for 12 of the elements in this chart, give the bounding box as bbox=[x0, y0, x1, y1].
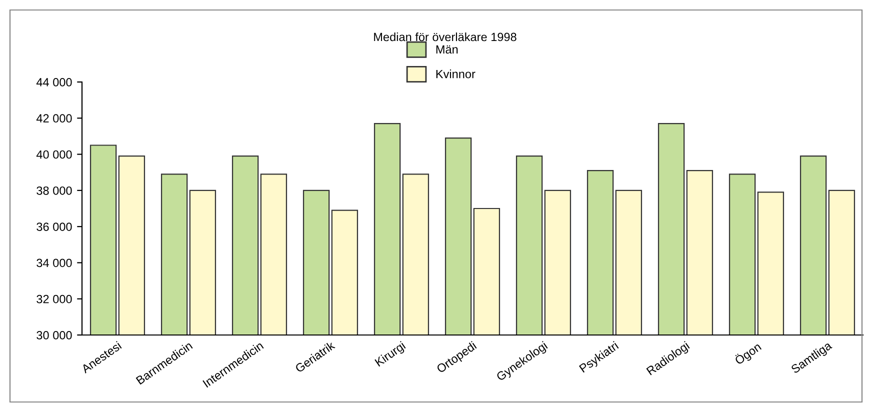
legend-label: Män bbox=[436, 45, 458, 54]
y-tick-label: 44 000 bbox=[36, 78, 72, 86]
y-tick-label: 40 000 bbox=[36, 150, 72, 159]
y-tick-label: 34 000 bbox=[36, 258, 72, 268]
legend-label: Kvinnor bbox=[436, 70, 476, 78]
y-tick-label: 32 000 bbox=[36, 294, 72, 304]
y-tick-label: 30 000 bbox=[36, 331, 72, 340]
y-tick-label: 36 000 bbox=[36, 222, 72, 231]
x-tick-label: Ögon bbox=[733, 340, 763, 367]
chart-title: Median för överläkare 1998 bbox=[374, 32, 516, 42]
y-tick-label: 42 000 bbox=[36, 114, 72, 123]
y-tick-label: 38 000 bbox=[36, 186, 72, 195]
